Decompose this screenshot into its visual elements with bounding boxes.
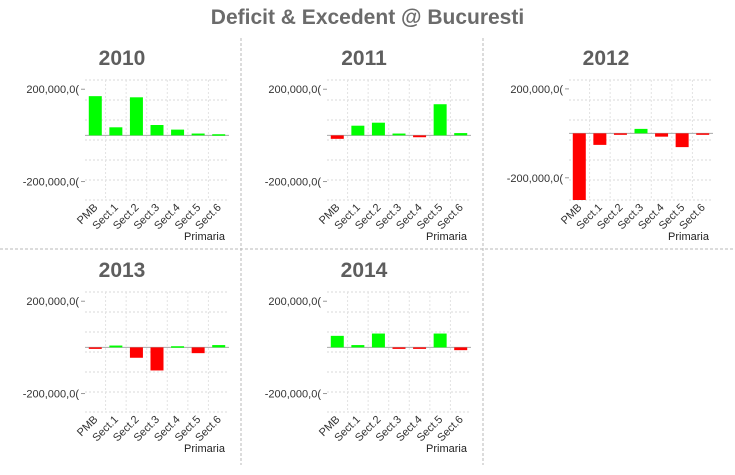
x-axis-title: Primaria (184, 443, 226, 455)
bar-sect3 (150, 347, 164, 371)
y-tick-label: 200,000,0( (510, 84, 563, 96)
x-axis-title: Primaria (668, 231, 710, 243)
bar-sect1 (109, 345, 123, 348)
bar-sect5 (191, 347, 205, 354)
bar-sect3 (392, 347, 406, 349)
bar-sect6 (454, 347, 468, 351)
y-tick-label: 200,000,0( (268, 84, 321, 96)
bar-sect2 (371, 122, 385, 136)
bar-sect1 (351, 345, 365, 348)
bar-sect6 (696, 133, 710, 135)
chart-title: Deficit & Excedent @ Bucuresti (210, 6, 525, 29)
bar-pmb (88, 347, 102, 349)
bar-pmb (330, 135, 344, 139)
panel-title-2014: 2014 (341, 259, 388, 282)
bar-pmb (88, 96, 102, 136)
bar-sect6 (454, 133, 468, 136)
bar-sect1 (109, 127, 123, 136)
bar-sect5 (433, 333, 447, 348)
bar-sect6 (212, 134, 226, 136)
bar-sect3 (634, 128, 648, 134)
bar-pmb (572, 133, 586, 200)
bar-sect4 (171, 129, 185, 136)
panel-title-2012: 2012 (583, 47, 630, 70)
bar-sect4 (171, 346, 185, 348)
y-tick-label: -200,000,0( (23, 177, 80, 189)
bar-sect5 (191, 133, 205, 136)
bar-sect5 (675, 133, 689, 148)
bar-sect2 (129, 97, 143, 136)
bar-sect2 (371, 333, 385, 348)
bar-sect1 (351, 125, 365, 136)
y-tick-label: 200,000,0( (26, 296, 79, 308)
panel-title-2010: 2010 (99, 47, 146, 70)
y-tick-label: -200,000,0( (507, 173, 564, 185)
bar-sect3 (392, 133, 406, 136)
bar-sect1 (593, 133, 607, 145)
bar-sect4 (655, 133, 669, 137)
y-tick-label: -200,000,0( (265, 177, 322, 189)
bar-sect4 (413, 135, 427, 138)
bar-sect4 (413, 347, 427, 349)
y-tick-label: 200,000,0( (268, 296, 321, 308)
y-tick-label: 200,000,0( (26, 84, 79, 96)
bar-sect6 (212, 345, 226, 348)
bar-sect2 (129, 347, 143, 358)
bar-sect3 (150, 125, 164, 136)
bar-sect5 (433, 104, 447, 136)
bar-pmb (330, 335, 344, 348)
x-axis-title: Primaria (426, 231, 468, 243)
panel-title-2013: 2013 (99, 259, 146, 282)
panel-title-2011: 2011 (341, 47, 387, 70)
bar-sect2 (613, 133, 627, 135)
x-axis-title: Primaria (426, 443, 468, 455)
x-axis-title: Primaria (184, 231, 226, 243)
y-tick-label: -200,000,0( (23, 389, 80, 401)
y-tick-label: -200,000,0( (265, 389, 322, 401)
